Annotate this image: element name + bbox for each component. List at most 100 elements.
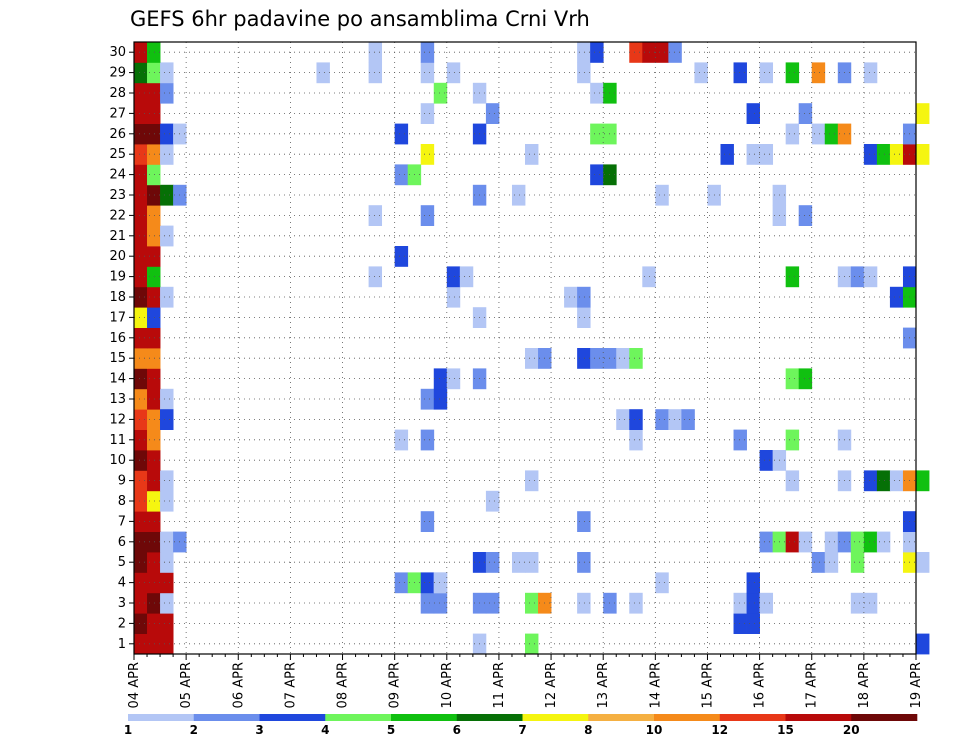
x-tick-label: 15 APR [700,662,715,708]
heatmap-cell [525,592,539,614]
heatmap-cell [134,82,148,104]
heatmap-cell [629,429,643,451]
y-tick-label: 29 [109,66,126,81]
heatmap-cell [134,266,148,288]
heatmap-cell [876,470,891,492]
heatmap-cell [420,388,435,410]
heatmap-cell [160,82,174,104]
colorbar-segment [259,714,326,721]
heatmap-cell [577,286,591,308]
heatmap-cell [420,572,435,594]
y-tick-label: 26 [109,127,126,142]
heatmap-cell [147,205,161,226]
heatmap-cell [147,144,161,165]
colorbar-label: 12 [711,723,728,737]
heatmap-cell [134,123,148,145]
y-tick-label: 21 [109,229,126,244]
heatmap-cell [368,42,383,63]
heatmap-cell [433,572,448,594]
heatmap-cell [629,348,643,369]
heatmap-cell [889,144,904,165]
heatmap-cell [916,103,930,124]
heatmap-cell [160,184,174,206]
heatmap-cell [746,592,760,614]
y-tick-label: 27 [109,106,126,121]
heatmap-cell [798,103,813,124]
heatmap-cell [759,531,774,553]
heatmap-cell [863,266,878,288]
heatmap-cell [368,62,383,84]
heatmap-cell [446,368,461,390]
heatmap-cell [889,286,904,308]
heatmap-cell [511,184,526,206]
chart-title: GEFS 6hr padavine po ansamblima Crni Vrh [130,7,590,31]
heatmap-cell [759,450,774,471]
heatmap-cell [160,225,174,247]
heatmap-cell [134,592,148,614]
heatmap-cell [629,42,643,63]
heatmap-cell [147,164,161,186]
heatmap-cell [824,531,839,553]
x-tick-label: 05 APR [179,662,194,708]
heatmap-cell [134,409,148,430]
heatmap-cells [134,42,930,655]
heatmap-cell [160,592,174,614]
heatmap-cell [655,572,669,594]
heatmap-cell [147,511,161,532]
heatmap-cell [134,552,148,573]
colorbar-label: 8 [584,723,592,737]
heatmap-cell [147,307,161,328]
x-tick-label: 04 APR [127,662,142,708]
heatmap-cell [746,613,760,634]
colorbar-label: 1 [124,723,132,737]
heatmap-cell [811,62,826,84]
heatmap-cell [420,103,435,124]
x-tick-label: 14 APR [648,662,663,708]
heatmap-cell [160,123,174,145]
y-tick-label: 1 [118,637,126,652]
heatmap-cell [420,511,435,532]
heatmap-cell [147,531,161,553]
heatmap-cell [577,307,591,328]
y-tick-label: 3 [118,596,126,611]
heatmap-cell [134,286,148,308]
heatmap-cell [916,633,930,655]
heatmap-cell [616,409,630,430]
colorbar-label: 20 [843,723,860,737]
heatmap-cell [824,552,839,573]
heatmap-cell [577,348,591,369]
heatmap-cell [459,266,474,288]
colorbar-label: 5 [387,723,395,737]
colorbar-segment [588,714,655,721]
heatmap-cell [160,613,174,634]
y-tick-label: 2 [118,616,126,631]
heatmap-cell [134,470,148,492]
heatmap-cell [655,409,669,430]
heatmap-cell [147,450,161,471]
y-tick-label: 12 [109,412,126,427]
colorbar-segment [785,714,852,721]
heatmap-cell [134,246,148,267]
heatmap-cell [485,592,500,614]
colorbar-segment [654,714,721,721]
heatmap-cell [733,429,747,451]
heatmap-cell [629,592,643,614]
heatmap-cell [134,572,148,594]
heatmap-cell [134,348,148,369]
heatmap-cell [525,633,539,655]
heatmap-cell [759,144,774,165]
heatmap-cell [811,123,826,145]
heatmap-cell [785,62,800,84]
colorbar-label: 15 [777,723,794,737]
y-tick-label: 10 [109,453,126,468]
heatmap-cell [785,429,800,451]
heatmap-cell [590,82,604,104]
y-tick-label: 5 [118,555,126,570]
heatmap-cell [134,511,148,532]
y-tick-label: 19 [109,270,126,285]
colorbar-label: 7 [518,723,526,737]
heatmap-cell [916,144,930,165]
heatmap-cell [394,123,409,145]
x-tick-label: 09 APR [388,662,403,708]
